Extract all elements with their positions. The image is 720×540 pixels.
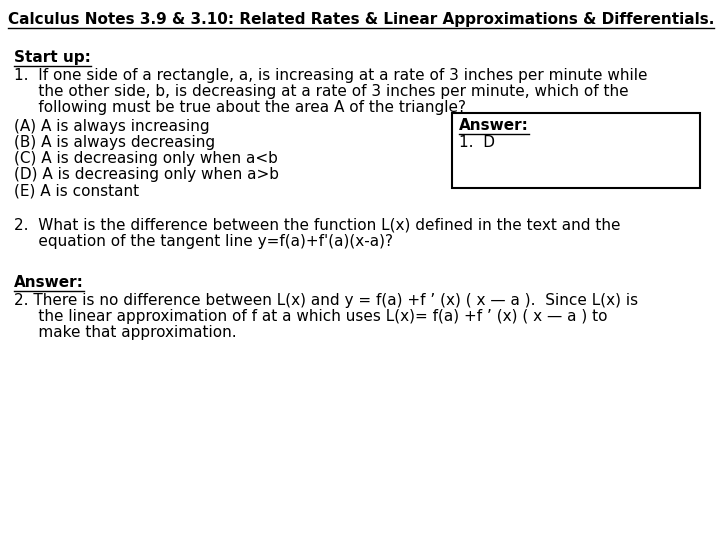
Text: 1.  If one side of a rectangle, a, is increasing at a rate of 3 inches per minut: 1. If one side of a rectangle, a, is inc…	[14, 68, 647, 83]
Text: (D) A is decreasing only when a>b: (D) A is decreasing only when a>b	[14, 167, 279, 182]
Text: equation of the tangent line y=f(a)+f'(a)(x-a)?: equation of the tangent line y=f(a)+f'(a…	[14, 234, 393, 249]
Text: following must be true about the area A of the triangle?: following must be true about the area A …	[14, 100, 466, 115]
Text: Calculus Notes 3.9 & 3.10: Related Rates & Linear Approximations & Differentials: Calculus Notes 3.9 & 3.10: Related Rates…	[8, 12, 714, 27]
Bar	[452, 113, 700, 188]
Text: 2.  What is the difference between the function L(x) defined in the text and the: 2. What is the difference between the fu…	[14, 218, 621, 233]
Text: make that approximation.: make that approximation.	[14, 325, 237, 340]
Text: 2. There is no difference between L(x) and y = f(a) +f ’ (x) ( x — a ).  Since L: 2. There is no difference between L(x) a…	[14, 293, 638, 308]
Text: (E) A is constant: (E) A is constant	[14, 183, 139, 198]
Text: (C) A is decreasing only when a<b: (C) A is decreasing only when a<b	[14, 151, 278, 166]
Text: (B) A is always decreasing: (B) A is always decreasing	[14, 135, 215, 150]
Text: the other side, b, is decreasing at a rate of 3 inches per minute, which of the: the other side, b, is decreasing at a ra…	[14, 84, 629, 99]
Text: the linear approximation of f at a which uses L(x)= f(a) +f ’ (x) ( x — a ) to: the linear approximation of f at a which…	[14, 309, 608, 324]
Text: Answer:: Answer:	[459, 118, 529, 133]
Text: Answer:: Answer:	[14, 275, 84, 290]
Text: (A) A is always increasing: (A) A is always increasing	[14, 119, 210, 134]
Text: 1.  D: 1. D	[459, 135, 495, 150]
Text: Start up:: Start up:	[14, 50, 91, 65]
